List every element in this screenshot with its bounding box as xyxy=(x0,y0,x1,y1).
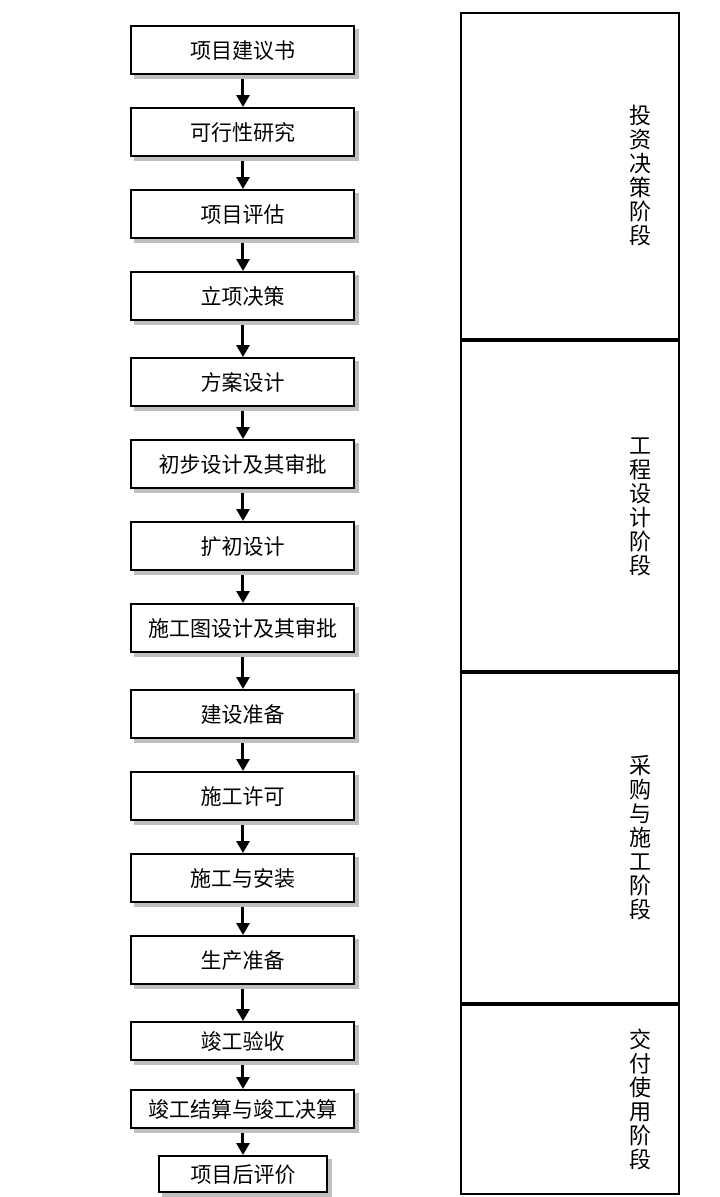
arrow-head-icon xyxy=(236,1009,250,1021)
flowchart-canvas: 投资决策阶段工程设计阶段采购与施工阶段交付使用阶段 项目建议书可行性研究项目评估立… xyxy=(0,0,720,1197)
flow-node-n4: 立项决策 xyxy=(130,271,355,321)
flow-node-n1: 项目建议书 xyxy=(130,25,355,75)
phase-label-p2: 工程设计阶段 xyxy=(608,340,668,672)
arrow-line xyxy=(241,989,244,1009)
flow-node-n7: 扩初设计 xyxy=(130,521,355,571)
flow-node-n12: 生产准备 xyxy=(130,935,355,985)
flow-node-n6: 初步设计及其审批 xyxy=(130,439,355,489)
arrow-head-icon xyxy=(236,841,250,853)
arrow-line xyxy=(241,1133,244,1143)
arrow-head-icon xyxy=(236,509,250,521)
flow-node-n11: 施工与安装 xyxy=(130,853,355,903)
flow-node-n3: 项目评估 xyxy=(130,189,355,239)
flow-node-n5: 方案设计 xyxy=(130,357,355,407)
flow-node-n15: 项目后评价 xyxy=(158,1155,328,1193)
arrow-head-icon xyxy=(236,1143,250,1155)
arrow-line xyxy=(241,325,244,345)
arrow-line xyxy=(241,907,244,923)
arrow-line xyxy=(241,411,244,427)
flow-node-n10: 施工许可 xyxy=(130,771,355,821)
arrow-head-icon xyxy=(236,177,250,189)
arrow-head-icon xyxy=(236,427,250,439)
flow-node-n8: 施工图设计及其审批 xyxy=(130,603,355,653)
arrow-head-icon xyxy=(236,591,250,603)
arrow-head-icon xyxy=(236,345,250,357)
arrow-line xyxy=(241,575,244,591)
arrow-head-icon xyxy=(236,1077,250,1089)
arrow-head-icon xyxy=(236,259,250,271)
flow-node-n14: 竣工结算与竣工决算 xyxy=(130,1089,355,1129)
arrow-line xyxy=(241,825,244,841)
flow-node-n9: 建设准备 xyxy=(130,689,355,739)
flow-node-n13: 竣工验收 xyxy=(130,1021,355,1061)
phase-label-p1: 投资决策阶段 xyxy=(608,12,668,340)
arrow-line xyxy=(241,743,244,759)
arrow-line xyxy=(241,1065,244,1077)
arrow-line xyxy=(241,243,244,259)
phase-label-p3: 采购与施工阶段 xyxy=(608,672,668,1004)
arrow-line xyxy=(241,657,244,677)
arrow-head-icon xyxy=(236,923,250,935)
arrow-line xyxy=(241,161,244,177)
phase-label-p4: 交付使用阶段 xyxy=(608,1004,668,1195)
arrow-line xyxy=(241,79,244,95)
arrow-head-icon xyxy=(236,95,250,107)
arrow-head-icon xyxy=(236,759,250,771)
arrow-head-icon xyxy=(236,677,250,689)
arrow-line xyxy=(241,493,244,509)
flow-node-n2: 可行性研究 xyxy=(130,107,355,157)
